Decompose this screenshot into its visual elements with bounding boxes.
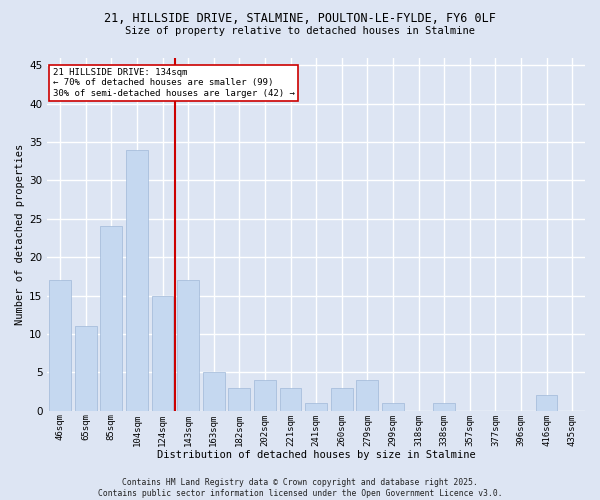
Bar (49, 280, 71, 411)
Bar (280, 388, 301, 411)
Text: Contains HM Land Registry data © Crown copyright and database right 2025.
Contai: Contains HM Land Registry data © Crown c… (98, 478, 502, 498)
Bar (331, 388, 353, 411)
Bar (152, 296, 173, 411)
Bar (382, 403, 404, 411)
Bar (126, 150, 148, 411)
Bar (203, 372, 224, 411)
Bar (100, 226, 122, 411)
Text: 21, HILLSIDE DRIVE, STALMINE, POULTON-LE-FYLDE, FY6 0LF: 21, HILLSIDE DRIVE, STALMINE, POULTON-LE… (104, 12, 496, 26)
X-axis label: Distribution of detached houses by size in Stalmine: Distribution of detached houses by size … (157, 450, 476, 460)
Bar (75, 326, 97, 411)
Text: 21 HILLSIDE DRIVE: 134sqm
← 70% of detached houses are smaller (99)
30% of semi-: 21 HILLSIDE DRIVE: 134sqm ← 70% of detac… (53, 68, 295, 98)
Bar (254, 380, 276, 411)
Bar (536, 396, 557, 411)
Y-axis label: Number of detached properties: Number of detached properties (15, 144, 25, 325)
Bar (305, 403, 327, 411)
Bar (177, 280, 199, 411)
Bar (229, 388, 250, 411)
Text: Size of property relative to detached houses in Stalmine: Size of property relative to detached ho… (125, 26, 475, 36)
Bar (356, 380, 378, 411)
Bar (433, 403, 455, 411)
